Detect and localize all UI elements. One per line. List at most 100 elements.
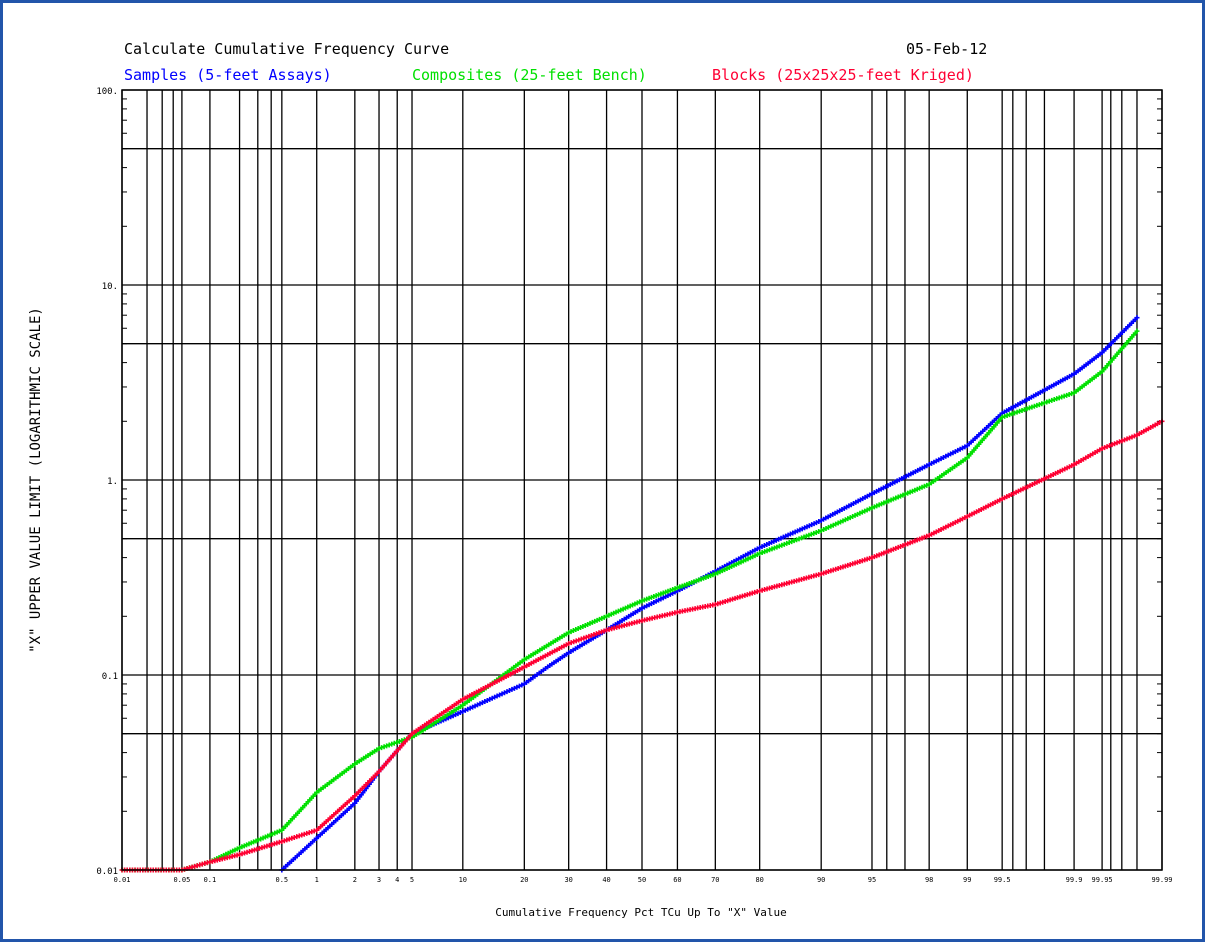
data-point [1034, 402, 1040, 408]
data-point [1049, 397, 1055, 403]
data-point [381, 744, 387, 750]
x-tick-label: 80 [755, 876, 763, 884]
y-tick-label: 100. [96, 87, 118, 97]
data-point [568, 640, 574, 646]
data-point [309, 829, 315, 835]
data-point [1069, 391, 1075, 397]
data-point [596, 630, 602, 636]
data-point [601, 628, 607, 634]
data-marks [119, 315, 1165, 873]
x-tick-label: 4 [395, 876, 399, 884]
data-point [386, 742, 392, 748]
data-point [1036, 402, 1042, 408]
y-tick-label: 0.1 [102, 672, 118, 682]
x-tick-label: 0.1 [204, 876, 217, 884]
data-point [284, 837, 290, 843]
data-point [588, 632, 594, 638]
data-point [1134, 315, 1140, 321]
x-tick-label: 99.95 [1092, 876, 1113, 884]
data-point [1017, 408, 1023, 414]
data-point [1024, 406, 1030, 412]
chart-title: Calculate Cumulative Frequency Curve [124, 40, 449, 58]
series-samples [279, 315, 1140, 873]
data-point [581, 635, 587, 641]
data-point [286, 836, 292, 842]
y-tick-labels: 100. 10. 1. 0.1 0.01 [96, 87, 118, 877]
x-tick-label: 20 [520, 876, 528, 884]
data-point [573, 638, 579, 644]
data-point [1056, 395, 1062, 401]
data-point [311, 828, 317, 834]
data-point [306, 830, 312, 836]
x-tick-label: 30 [564, 876, 572, 884]
series-composites [119, 328, 1140, 873]
data-point [566, 641, 572, 647]
data-point [396, 739, 402, 745]
data-point [389, 741, 395, 747]
x-tick-label: 90 [817, 876, 825, 884]
data-point [379, 745, 385, 751]
data-point [1012, 410, 1018, 416]
data-point [1134, 328, 1140, 334]
data-point [1002, 413, 1008, 419]
x-tick-label: 95 [868, 876, 876, 884]
data-point [1026, 405, 1032, 411]
data-point [1009, 411, 1015, 417]
data-point [591, 632, 597, 638]
x-tick-label: 5 [410, 876, 414, 884]
data-point [583, 634, 589, 640]
x-tick-label: 3 [377, 876, 381, 884]
chart-date: 05-Feb-12 [906, 40, 987, 58]
data-point [1044, 399, 1050, 405]
legend-composites: Composites (25-feet Bench) [412, 66, 647, 84]
x-tick-label: 0.01 [114, 876, 131, 884]
y-tick-label: 10. [102, 282, 118, 292]
data-point [394, 739, 400, 745]
data-point [1029, 404, 1035, 410]
x-tick-label: 99.9 [1066, 876, 1083, 884]
x-tick-label: 99.5 [994, 876, 1011, 884]
data-point [1039, 401, 1045, 407]
x-tick-label: 60 [673, 876, 681, 884]
y-tick-label: 1. [107, 477, 118, 487]
data-point [999, 414, 1005, 420]
data-point [1059, 394, 1065, 400]
data-point [391, 740, 397, 746]
data-point [1046, 398, 1052, 404]
data-point [296, 833, 302, 839]
data-point [1004, 412, 1010, 418]
data-point [1064, 392, 1070, 398]
data-point [1061, 393, 1067, 399]
data-point [289, 835, 295, 841]
x-tick-label: 50 [638, 876, 646, 884]
x-tick-label: 10 [459, 876, 467, 884]
data-point [384, 743, 390, 749]
data-point [576, 637, 582, 643]
data-point [1021, 407, 1027, 413]
data-point [1007, 412, 1013, 418]
x-axis-label: Cumulative Frequency Pct TCu Up To "X" V… [495, 906, 786, 919]
data-point [599, 629, 605, 635]
x-tick-label: 70 [711, 876, 719, 884]
x-tick-label: 99.99 [1151, 876, 1172, 884]
data-point [399, 738, 405, 744]
data-point [593, 631, 599, 637]
data-point [281, 838, 287, 844]
data-point [1051, 397, 1057, 403]
data-point [1019, 407, 1025, 413]
data-point [299, 832, 305, 838]
legend-blocks: Blocks (25x25x25-feet Kriged) [712, 66, 974, 84]
data-point [586, 633, 592, 639]
data-point [1041, 400, 1047, 406]
x-tick-labels: 0.01 0.05 0.1 0.5 1 2 3 4 5 10 20 30 40 50 60 70 80 90 95 9… [114, 876, 1173, 884]
data-point [1054, 396, 1060, 402]
y-axis-label: "X" UPPER VALUE LIMIT (LOGARITHMIC SCALE… [28, 307, 44, 653]
data-point [1066, 391, 1072, 397]
y-tick-label: 0.01 [96, 867, 118, 877]
x-tick-label: 1 [315, 876, 319, 884]
x-tick-label: 2 [353, 876, 357, 884]
x-tick-label: 0.5 [276, 876, 289, 884]
data-point [1031, 403, 1037, 409]
